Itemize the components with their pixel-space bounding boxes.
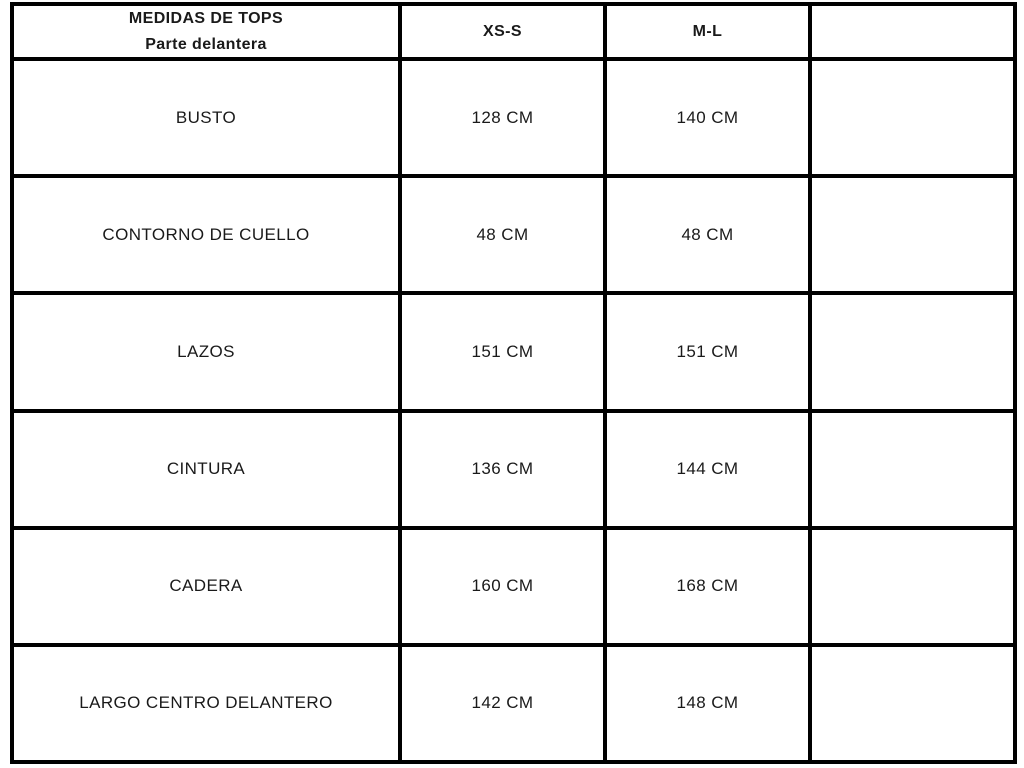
- value-cell-extra: [808, 642, 1017, 765]
- value-cell-xs-s: 160 CM: [398, 525, 607, 647]
- value-cell-xs-s: 151 CM: [398, 291, 607, 413]
- value-cell-xs-s: 136 CM: [398, 408, 607, 530]
- row-label: CINTURA: [10, 408, 402, 530]
- value-cell-m-l: 48 CM: [603, 174, 812, 296]
- table-row: BUSTO 128 CM 140 CM: [10, 57, 1017, 179]
- value-cell-extra: [808, 57, 1017, 179]
- column-header-extra: [808, 1, 1017, 62]
- table-title-line1: MEDIDAS DE TOPS: [128, 10, 284, 27]
- value-cell-extra: [808, 525, 1017, 647]
- table-title-line2: Parte delantera: [145, 35, 267, 53]
- column-header-m-l: M-L: [603, 1, 812, 62]
- row-label: CADERA: [10, 525, 402, 647]
- value-cell-xs-s: 142 CM: [398, 642, 607, 765]
- value-cell-xs-s: 48 CM: [398, 174, 607, 296]
- value-cell-xs-s: 128 CM: [398, 57, 607, 179]
- value-cell-extra: [808, 408, 1017, 530]
- table-row: CONTORNO DE CUELLO 48 CM 48 CM: [10, 174, 1017, 296]
- value-cell-extra: [808, 291, 1017, 413]
- row-label: LARGO CENTRO DELANTERO: [10, 642, 402, 765]
- table-row: LAZOS 151 CM 151 CM: [10, 291, 1017, 413]
- value-cell-m-l: 168 CM: [603, 525, 812, 647]
- column-header-xs-s: XS-S: [398, 1, 607, 62]
- table-row: LARGO CENTRO DELANTERO 142 CM 148 CM: [10, 642, 1017, 765]
- value-cell-m-l: 148 CM: [603, 642, 812, 765]
- header-row: MEDIDAS DE TOPS Parte delantera XS-S M-L: [10, 1, 1017, 62]
- row-label: LAZOS: [10, 291, 402, 413]
- value-cell-extra: [808, 174, 1017, 296]
- value-cell-m-l: 151 CM: [603, 291, 812, 413]
- table-row: CINTURA 136 CM 144 CM: [10, 408, 1017, 530]
- value-cell-m-l: 144 CM: [603, 408, 812, 530]
- row-label: BUSTO: [10, 57, 402, 179]
- size-chart-table: MEDIDAS DE TOPS Parte delantera XS-S M-L…: [10, 1, 1017, 765]
- value-cell-m-l: 140 CM: [603, 57, 812, 179]
- table-title-cell: MEDIDAS DE TOPS Parte delantera: [10, 1, 402, 62]
- row-label: CONTORNO DE CUELLO: [10, 174, 402, 296]
- table-row: CADERA 160 CM 168 CM: [10, 525, 1017, 647]
